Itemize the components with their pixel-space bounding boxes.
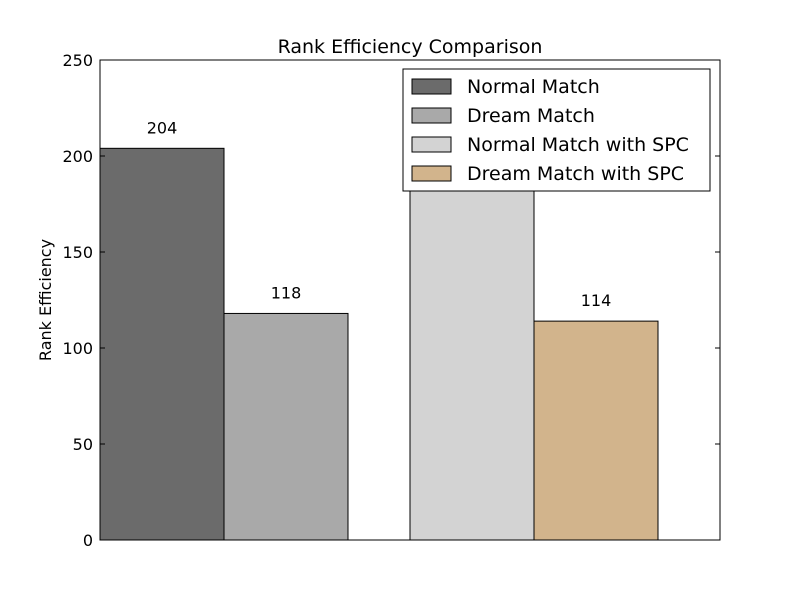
bar-2 [223, 312, 349, 541]
legend-label-4: Dream Match with SPC [467, 163, 684, 185]
legend-swatch-4 [411, 165, 452, 182]
bar-4 [533, 320, 659, 541]
bars [99, 136, 659, 541]
legend-swatch-3 [411, 136, 452, 153]
bar-value-label-2: 118 [271, 283, 302, 302]
legend-box [402, 68, 711, 192]
y-tick-label-4: 200 [62, 147, 93, 166]
legend-swatch-2 [411, 107, 452, 124]
y-tick-label-3: 150 [62, 243, 93, 262]
y-tick-label-1: 50 [73, 435, 93, 454]
bar-labels: 204 118 114 [147, 118, 612, 310]
y-tick-label-5: 250 [62, 51, 93, 70]
legend-label-2: Dream Match [467, 105, 595, 127]
chart-title: Rank Efficiency Comparison [278, 36, 543, 58]
y-tick-label-0: 0 [83, 531, 93, 550]
bar-value-label-4: 114 [581, 291, 612, 310]
bar-1 [99, 147, 225, 541]
legend-label-1: Normal Match [467, 76, 600, 98]
legend: Normal Match Dream Match Normal Match with… [402, 68, 711, 192]
y-tick-label-2: 100 [62, 339, 93, 358]
plot-frame [99, 59, 721, 541]
legend-swatch-1 [411, 78, 452, 95]
bar-3 [409, 136, 535, 541]
bar-value-label-1: 204 [147, 118, 178, 137]
legend-label-3: Normal Match with SPC [467, 134, 689, 156]
y-axis-label: Rank Efficiency [36, 239, 55, 361]
